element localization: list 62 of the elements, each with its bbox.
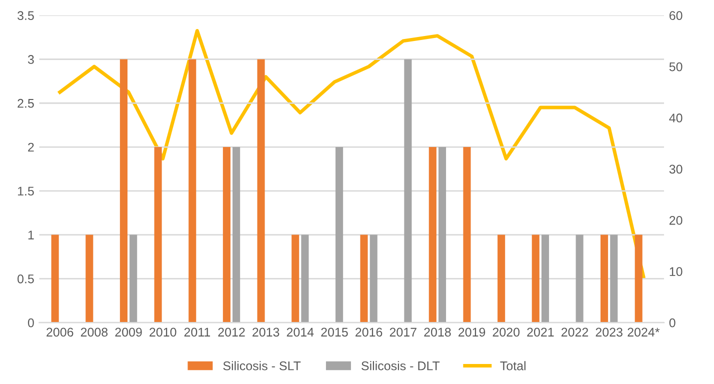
bar bbox=[51, 234, 59, 323]
bar bbox=[610, 234, 618, 323]
y-tick-label: 2.5 bbox=[18, 98, 34, 108]
x-tick-label: 2009 bbox=[115, 328, 142, 337]
y2-tick-label: 50 bbox=[669, 62, 682, 72]
bar bbox=[120, 59, 128, 323]
legend-label: Silicosis - SLT bbox=[223, 361, 301, 370]
x-tick-label: 2010 bbox=[150, 328, 176, 337]
y-tick-label: 2 bbox=[28, 142, 34, 152]
bar bbox=[576, 234, 584, 323]
bar bbox=[498, 234, 506, 323]
x-tick-label: 2019 bbox=[458, 328, 486, 337]
x-tick-label: 2008 bbox=[80, 328, 108, 337]
bar bbox=[130, 234, 138, 323]
y-tick-label: 1 bbox=[28, 230, 34, 240]
bar bbox=[438, 147, 446, 323]
bar bbox=[232, 147, 240, 323]
y-tick-label: 3.5 bbox=[18, 11, 34, 20]
bar bbox=[301, 234, 309, 323]
bar bbox=[86, 234, 94, 323]
x-tick-label: 2011 bbox=[184, 328, 210, 337]
x-tick-label: 2020 bbox=[492, 328, 520, 337]
x-tick-label: 2006 bbox=[46, 328, 74, 337]
y-tick-label: 1.5 bbox=[18, 186, 34, 196]
legend-label: Silicosis - DLT bbox=[362, 361, 440, 370]
bar bbox=[336, 147, 344, 323]
y-tick-label: 0 bbox=[28, 318, 34, 328]
x-tick-label: 2021 bbox=[527, 328, 554, 337]
y2-tick-label: 10 bbox=[670, 267, 682, 276]
x-tick-label: 2023 bbox=[596, 328, 622, 337]
bar bbox=[541, 234, 550, 323]
bar bbox=[188, 59, 196, 323]
x-tick-label: 2017 bbox=[390, 328, 416, 337]
bar bbox=[532, 234, 540, 323]
x-tick-label: 2015 bbox=[321, 328, 348, 337]
x-tick-label: 2014 bbox=[286, 328, 314, 337]
bar bbox=[292, 234, 300, 323]
x-tick-label: 2013 bbox=[252, 328, 280, 337]
bar bbox=[634, 234, 642, 323]
y2-tick-label: 40 bbox=[669, 114, 682, 122]
bar bbox=[600, 234, 608, 323]
x-tick-label: 2018 bbox=[424, 328, 451, 337]
y-tick-label: 3 bbox=[28, 55, 34, 64]
bar bbox=[404, 59, 412, 323]
bar bbox=[222, 147, 230, 323]
x-tick-label: 2022 bbox=[561, 328, 588, 337]
y2-tick-label: 60 bbox=[670, 11, 682, 20]
x-tick-label: 2012 bbox=[218, 328, 245, 337]
bar bbox=[154, 147, 162, 323]
y2-tick-label: 0 bbox=[669, 318, 676, 328]
y-tick-label: 0.5 bbox=[18, 274, 34, 284]
bar bbox=[463, 147, 471, 323]
x-tick-label: 2016 bbox=[356, 328, 382, 337]
line-series bbox=[58, 28, 646, 278]
y2-tick-label: 20 bbox=[670, 216, 682, 225]
bar bbox=[360, 234, 368, 323]
x-tick-label: 2024* bbox=[628, 328, 660, 337]
legend-label: Total bbox=[500, 361, 526, 370]
bar bbox=[370, 234, 378, 323]
y2-tick-label: 30 bbox=[669, 164, 682, 174]
bar bbox=[257, 59, 265, 323]
bar bbox=[428, 147, 436, 323]
